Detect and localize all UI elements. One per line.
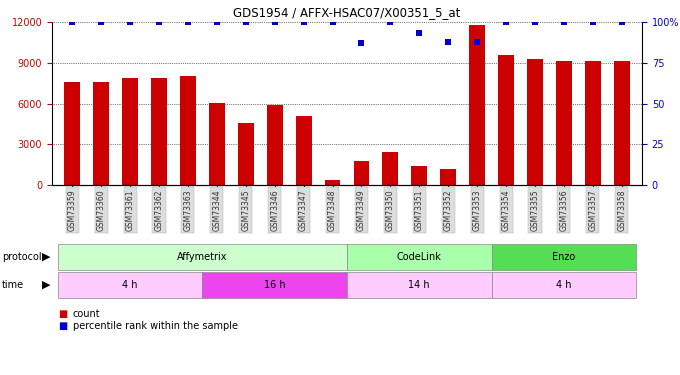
Bar	[296, 116, 311, 185]
Point	[269, 19, 280, 25]
Title: GDS1954 / AFFX-HSAC07/X00351_5_at: GDS1954 / AFFX-HSAC07/X00351_5_at	[233, 6, 460, 20]
Text: ■: ■	[58, 309, 67, 319]
Text: protocol: protocol	[2, 252, 41, 262]
Bar	[151, 78, 167, 185]
Bar	[58, 272, 203, 298]
Bar	[614, 61, 630, 185]
Point	[588, 19, 598, 25]
Bar	[347, 244, 492, 270]
Bar	[411, 166, 427, 185]
Point	[298, 19, 309, 25]
Point	[154, 19, 165, 25]
Text: 4 h: 4 h	[122, 280, 138, 290]
Bar	[527, 59, 543, 185]
Text: Enzo: Enzo	[552, 252, 575, 262]
Bar	[492, 244, 636, 270]
Point	[385, 19, 396, 25]
Point	[558, 19, 569, 25]
Bar	[203, 272, 347, 298]
Bar	[382, 152, 398, 185]
Bar	[440, 169, 456, 185]
Bar	[354, 160, 369, 185]
Bar	[180, 76, 196, 185]
Point	[472, 39, 483, 45]
Bar	[556, 61, 572, 185]
Bar	[65, 82, 80, 185]
Bar	[585, 61, 601, 185]
Text: 4 h: 4 h	[556, 280, 572, 290]
Bar	[238, 123, 254, 185]
Point	[443, 39, 454, 45]
Bar	[347, 272, 492, 298]
Point	[96, 19, 107, 25]
Bar	[324, 180, 341, 185]
Bar	[93, 82, 109, 185]
Point	[124, 19, 135, 25]
Point	[67, 19, 78, 25]
Text: percentile rank within the sample: percentile rank within the sample	[73, 321, 238, 331]
Point	[240, 19, 251, 25]
Point	[616, 19, 627, 25]
Point	[356, 40, 367, 46]
Bar	[492, 272, 636, 298]
Text: 16 h: 16 h	[264, 280, 286, 290]
Bar	[267, 105, 283, 185]
Point	[500, 19, 511, 25]
Point	[414, 30, 425, 36]
Text: Affymetrix: Affymetrix	[177, 252, 228, 262]
Text: time: time	[2, 280, 24, 290]
Point	[530, 19, 541, 25]
Point	[327, 19, 338, 25]
Text: 14 h: 14 h	[409, 280, 430, 290]
Bar	[498, 55, 514, 185]
Text: CodeLink: CodeLink	[397, 252, 442, 262]
Text: ▶: ▶	[42, 252, 50, 262]
Bar	[122, 78, 138, 185]
Point	[211, 19, 222, 25]
Bar	[58, 244, 347, 270]
Point	[182, 19, 193, 25]
Bar	[209, 103, 225, 185]
Text: ▶: ▶	[42, 280, 50, 290]
Text: ■: ■	[58, 321, 67, 331]
Text: count: count	[73, 309, 101, 319]
Bar	[469, 25, 485, 185]
